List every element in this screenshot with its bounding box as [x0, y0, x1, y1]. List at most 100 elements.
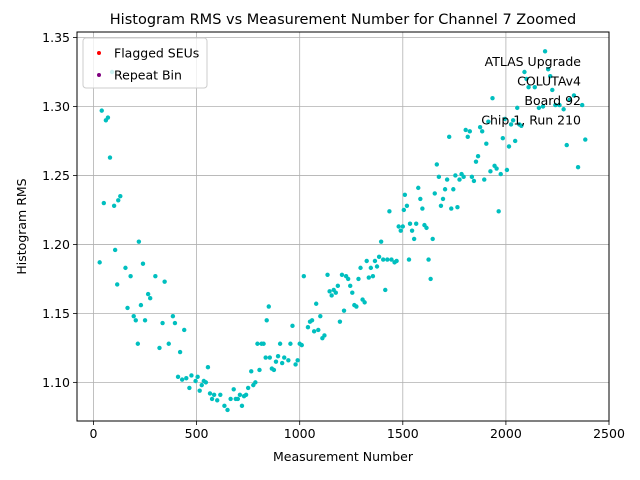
- data-point: [295, 358, 300, 363]
- data-point: [153, 273, 158, 279]
- data-point: [434, 162, 440, 167]
- data-point: [172, 320, 178, 326]
- axis-ticks: 0 500 1000 1500 2000 2500 1.10 1.15 1.20 1.25 1.30…: [42, 30, 625, 441]
- chart-title: Histogram RMS vs Measurement Number for …: [110, 12, 576, 28]
- data-point: [498, 171, 503, 177]
- legend-box: [82, 37, 208, 89]
- data-point: [105, 115, 111, 120]
- x-tick-label: 1000: [284, 426, 316, 441]
- data-point: [407, 221, 413, 226]
- data-point: [111, 203, 117, 209]
- data-point: [449, 206, 454, 211]
- y-tick-label: 1.20: [42, 237, 70, 252]
- data-point: [239, 403, 245, 409]
- data-point: [436, 174, 442, 180]
- data-point: [536, 105, 542, 111]
- data-point: [370, 273, 376, 279]
- data-point: [461, 174, 466, 180]
- data-point: [372, 258, 378, 264]
- data-point: [561, 107, 566, 112]
- annotation-line: Chip 1, Run 210: [481, 113, 581, 128]
- data-point: [249, 369, 254, 374]
- data-point: [444, 177, 450, 182]
- data-point: [335, 283, 341, 289]
- data-point: [463, 127, 468, 133]
- data-point: [203, 380, 209, 385]
- data-point: [362, 300, 367, 305]
- data-point: [235, 396, 241, 402]
- data-point: [215, 398, 220, 403]
- y-tick-label: 1.30: [42, 99, 70, 114]
- data-point: [414, 221, 419, 226]
- data-point: [311, 329, 317, 334]
- data-point: [199, 382, 204, 388]
- data-point: [479, 129, 485, 134]
- data-point: [465, 134, 470, 140]
- data-point: [402, 192, 408, 197]
- data-point: [522, 69, 527, 75]
- y-tick-label: 1.35: [42, 30, 70, 45]
- data-point: [263, 355, 268, 360]
- data-point: [350, 290, 355, 295]
- data-point: [162, 279, 167, 284]
- annotation-text: ATLAS Upgrade COLUTAv4 Board 92 Chip 1, Run…: [481, 54, 581, 128]
- data-point: [253, 380, 258, 385]
- data-point: [118, 193, 123, 199]
- data-point: [469, 174, 475, 180]
- data-point: [228, 396, 233, 402]
- data-point: [187, 385, 192, 391]
- data-point: [398, 228, 403, 233]
- data-point: [142, 318, 148, 323]
- data-point: [345, 276, 351, 282]
- data-point: [567, 97, 573, 102]
- plot-frame: [76, 31, 610, 422]
- data-point: [519, 123, 524, 128]
- data-point: [189, 373, 194, 378]
- data-point: [125, 305, 130, 311]
- data-point: [420, 206, 425, 211]
- data-point: [467, 129, 473, 134]
- data-point: [166, 341, 171, 346]
- data-point: [133, 318, 138, 323]
- data-point: [526, 84, 531, 90]
- data-point: [510, 118, 516, 123]
- legend-label: Flagged SEUs: [114, 46, 199, 61]
- data-point: [564, 142, 569, 148]
- x-tick-label: 1500: [387, 426, 419, 441]
- data-point: [327, 289, 332, 294]
- data-point: [354, 304, 359, 309]
- y-tick-label: 1.15: [42, 306, 70, 321]
- data-point: [157, 345, 162, 351]
- annotation-line: ATLAS Upgrade: [485, 54, 582, 69]
- legend-label: Repeat Bin: [114, 68, 182, 83]
- data-point: [409, 228, 415, 233]
- data-point: [473, 159, 479, 164]
- x-axis-label: Measurement Number: [273, 449, 414, 464]
- data-point: [515, 105, 520, 111]
- data-point: [273, 359, 279, 364]
- data-point: [442, 187, 448, 192]
- data-point: [286, 358, 291, 363]
- data-point: [494, 166, 499, 171]
- data-point: [438, 203, 444, 209]
- legend-marker: [97, 51, 101, 55]
- data-point: [579, 102, 585, 108]
- data-point: [504, 167, 510, 173]
- data-point: [301, 273, 307, 279]
- data-point: [182, 327, 187, 333]
- data-point: [500, 136, 506, 141]
- data-point: [378, 239, 384, 244]
- data-point: [545, 67, 551, 72]
- y-axis-label: Histogram RMS: [14, 178, 29, 274]
- data-point: [406, 257, 412, 262]
- data-point: [428, 276, 433, 282]
- data-point: [394, 258, 399, 264]
- data-point: [170, 313, 176, 319]
- data-point: [356, 276, 361, 282]
- data-point: [524, 76, 529, 82]
- data-point: [333, 290, 338, 295]
- data-point: [471, 178, 477, 184]
- legend: Flagged SEUs Repeat Bin: [82, 37, 208, 89]
- data-point: [540, 104, 546, 109]
- data-point: [457, 177, 462, 182]
